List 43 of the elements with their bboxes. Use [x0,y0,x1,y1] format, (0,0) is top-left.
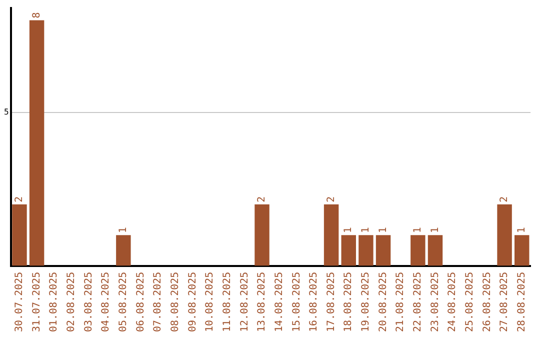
data-label: 2 [14,196,26,202]
x-tick-label: 25.08.2025 [464,272,476,332]
data-label: 1 [378,227,389,234]
data-label: 2 [499,196,510,202]
x-tick-label: 01.08.2025 [48,272,60,332]
data-label: 2 [256,196,268,202]
x-tick-label: 02.08.2025 [66,272,78,332]
x-tick-label: 03.08.2025 [83,272,94,332]
data-label: 2 [326,196,337,202]
data-label: 8 [31,12,42,18]
x-tick-label: 28.08.2025 [516,272,528,332]
x-tick-label: 17.08.2025 [326,272,337,332]
x-tick-label: 20.08.2025 [378,272,389,332]
x-tick-label: 05.08.2025 [118,272,130,332]
x-tick-label: 15.08.2025 [291,272,302,332]
y-tick-label: 5 [4,107,9,116]
x-tick-label: 21.08.2025 [395,272,406,332]
x-tick-label: 12.08.2025 [239,272,250,332]
x-tick-label: 14.08.2025 [274,272,285,332]
x-tick-label: 24.08.2025 [447,272,458,332]
data-label: 1 [412,227,424,234]
x-tick-label: 26.08.2025 [482,272,493,332]
data-label: 1 [516,227,528,234]
x-tick-label: 23.08.2025 [430,272,441,332]
data-label: 1 [343,227,354,234]
x-tick-label: 10.08.2025 [204,272,216,332]
x-tick-label: 27.08.2025 [499,272,510,332]
x-tick-label: 16.08.2025 [308,272,320,332]
x-tick-label: 04.08.2025 [100,272,112,332]
x-tick-label: 18.08.2025 [343,272,354,332]
data-label: 1 [430,227,441,234]
x-tick-label: 19.08.2025 [360,272,372,332]
x-tick-label: 09.08.2025 [187,272,198,332]
x-tick-label: 08.08.2025 [170,272,181,332]
x-tick-label: 30.07.2025 [14,272,26,332]
x-tick-label: 22.08.2025 [412,272,424,332]
x-tick-label: 06.08.2025 [135,272,146,332]
x-tick-label: 13.08.2025 [256,272,268,332]
data-label: 1 [118,227,130,234]
data-label: 1 [360,227,372,234]
x-tick-label: 31.07.2025 [31,272,42,332]
x-tick-label: 07.08.2025 [152,272,164,332]
x-tick-label: 11.08.2025 [222,272,233,332]
